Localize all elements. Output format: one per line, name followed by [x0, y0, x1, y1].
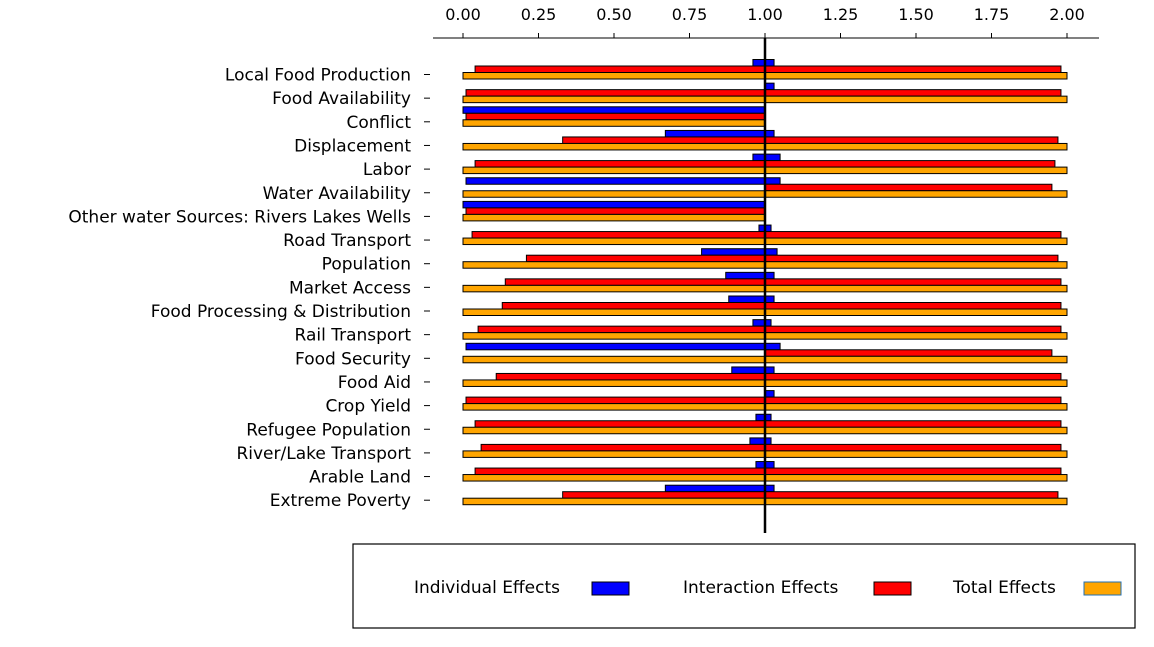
bar-individual: [462, 200, 766, 209]
x-tick-label: 0.50: [596, 5, 632, 24]
bar-interaction: [525, 254, 1059, 263]
x-tick-label: 1.25: [823, 5, 859, 24]
y-tick-label: Market Access: [289, 278, 411, 298]
bar-interaction: [562, 491, 1059, 499]
legend-swatch-total: [1083, 581, 1122, 596]
y-tick-label: Conflict: [347, 113, 412, 133]
bar-individual: [752, 153, 781, 162]
bar-interaction: [764, 183, 1053, 192]
bar-total: [462, 213, 766, 222]
bar-individual: [664, 484, 775, 493]
legend: Individual Effects Interaction Effects T…: [352, 543, 1136, 629]
x-tick-label: 1.50: [898, 5, 934, 24]
y-tick-label: Arable Land: [309, 468, 411, 488]
bar-interaction: [562, 136, 1059, 144]
x-axis: 0.00 0.25 0.50 0.75 1.00 1.25 1.50 1.75 2.00: [433, 5, 1099, 39]
y-tick-label: Refugee Population: [246, 420, 411, 440]
bar-individual: [728, 295, 775, 303]
bar-interaction: [495, 372, 1062, 381]
y-tick-label: Food Processing & Distribution: [151, 302, 411, 322]
bar-interaction: [501, 302, 1062, 310]
bar-interaction: [764, 349, 1053, 357]
bar-interaction: [474, 65, 1062, 73]
bar-total: [462, 119, 766, 127]
y-tick-label: Displacement: [294, 136, 411, 156]
x-tick-label: 0.25: [521, 5, 557, 24]
y-tick-label: Water Availability: [263, 184, 411, 204]
x-tick-label: 0.75: [672, 5, 708, 24]
bar-individual: [731, 366, 775, 374]
x-tick-label: 0.00: [445, 5, 481, 24]
y-tick-label: Other water Sources: Rivers Lakes Wells: [68, 207, 411, 227]
legend-label-interaction: Interaction Effects: [683, 578, 839, 598]
bar-individual: [755, 413, 772, 422]
bar-interaction: [465, 89, 1062, 97]
y-tick-label: Extreme Poverty: [270, 491, 411, 511]
bar-individual: [462, 106, 766, 114]
bar-interaction: [474, 467, 1062, 476]
bar-individual: [764, 390, 775, 398]
x-tick-label: 1.00: [747, 5, 783, 24]
x-tick-label: 2.00: [1049, 5, 1085, 24]
bar-interaction: [465, 112, 766, 121]
bar-interaction: [471, 231, 1062, 239]
bar-interaction: [474, 420, 1062, 428]
y-tick-label: Population: [322, 255, 411, 275]
bar-interaction: [465, 207, 766, 215]
legend-box: [352, 543, 1136, 629]
bar-interaction: [465, 396, 1062, 405]
y-tick-label: Local Food Production: [225, 66, 411, 86]
bar-interaction: [504, 278, 1062, 286]
bar-individual: [664, 129, 775, 138]
y-tick-label: Rail Transport: [295, 326, 412, 346]
x-tick-label: 1.75: [974, 5, 1010, 24]
bar-individual: [749, 437, 772, 445]
bar-individual: [725, 271, 775, 280]
y-axis-labels: Local Food Production Food Availability Co…: [68, 66, 430, 511]
y-tick-label: Crop Yield: [325, 397, 411, 417]
bar-interaction: [480, 443, 1062, 452]
bar-individual: [752, 59, 775, 67]
bar-interaction: [477, 325, 1062, 334]
bar-individual: [465, 342, 781, 351]
bar-individual: [764, 82, 775, 91]
legend-swatch-interaction: [873, 581, 912, 596]
legend-label-individual: Individual Effects: [414, 578, 560, 598]
y-tick-label: Labor: [363, 160, 411, 180]
y-tick-label: Road Transport: [283, 231, 411, 251]
legend-swatch-individual: [591, 581, 630, 596]
y-tick-label: Food Security: [295, 349, 411, 369]
y-tick-label: River/Lake Transport: [236, 444, 411, 464]
y-tick-label: Food Aid: [338, 373, 411, 393]
y-tick-label: Food Availability: [272, 89, 411, 109]
legend-label-total: Total Effects: [952, 578, 1056, 598]
bar-individual: [752, 319, 772, 327]
bar-individual: [465, 177, 781, 185]
